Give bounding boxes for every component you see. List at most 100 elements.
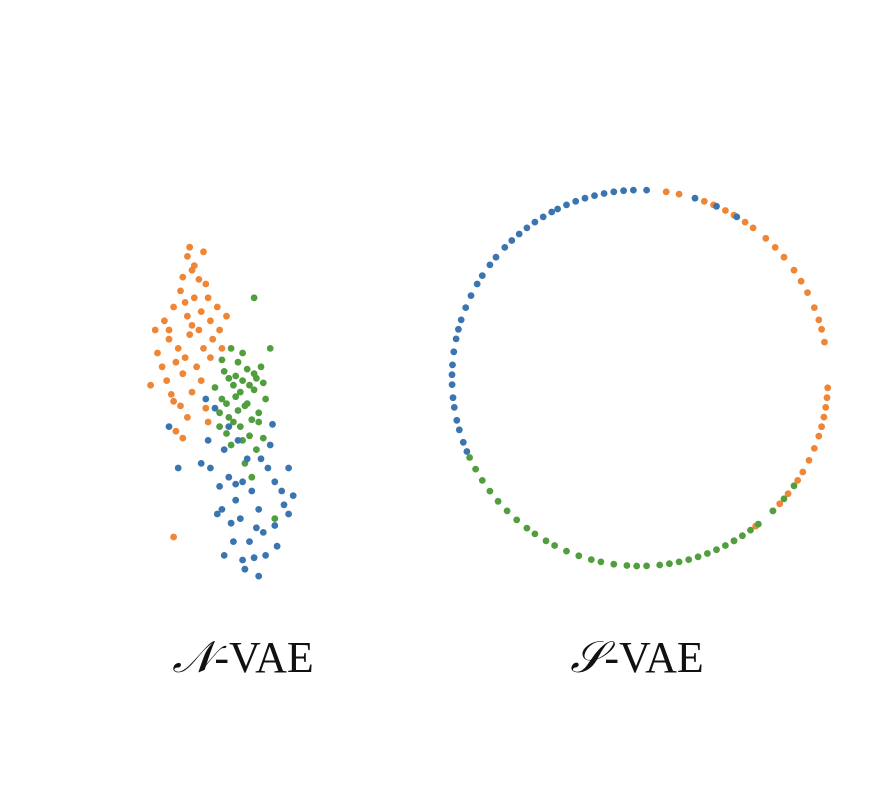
s-vae-point-blue: [515, 230, 523, 238]
n-vae-point-orange: [197, 377, 205, 384]
s-vae-point-orange: [662, 188, 670, 196]
n-vae-point-green: [239, 349, 247, 357]
s-vae-point-orange: [821, 338, 828, 346]
n-vae-point-green: [236, 388, 244, 396]
n-vae-point-orange: [170, 303, 178, 311]
s-vae-point-blue: [448, 371, 456, 379]
s-vae-point-blue: [478, 272, 486, 279]
s-vae-point-green: [722, 542, 729, 549]
n-vae-point-blue: [266, 441, 274, 449]
s-vae-point-green: [739, 532, 746, 540]
s-vae-point-blue: [554, 205, 561, 213]
s-vae-point-blue: [591, 192, 598, 200]
s-vae-point-blue: [572, 197, 580, 205]
s-vae-point-blue: [501, 244, 509, 251]
s-vae-point-orange: [824, 384, 832, 392]
s-vae-point-blue: [457, 316, 465, 324]
s-vae-point-orange: [805, 457, 813, 464]
s-vae-point-orange: [741, 218, 749, 226]
n-vae-point-blue: [239, 556, 247, 564]
s-vae-point-green: [597, 558, 605, 566]
s-vae-point-orange: [722, 207, 729, 214]
n-vae-point-orange: [200, 345, 207, 352]
n-vae-point-blue: [289, 492, 297, 499]
s-vae-point-blue: [630, 186, 637, 194]
n-vae-point-orange: [202, 280, 210, 288]
s-vae-point-green: [466, 454, 473, 461]
n-vae-point-blue: [197, 460, 205, 467]
s-vae-point-green: [666, 560, 673, 568]
n-vae-point-orange: [147, 381, 155, 389]
n-vae-point-green: [223, 430, 230, 437]
s-vae-point-blue: [486, 261, 494, 269]
n-vae-point-blue: [225, 473, 233, 481]
n-vae-point-orange: [179, 273, 187, 281]
n-vae-point-orange: [186, 331, 194, 338]
s-vae-point-green: [675, 558, 683, 566]
s-vae-point-green: [704, 550, 711, 557]
s-vae-point-green: [494, 497, 502, 505]
s-vae-point-green: [563, 547, 570, 555]
s-vae-point-green: [503, 507, 511, 515]
s-vae-point-blue: [455, 426, 463, 434]
n-vae-point-green: [243, 365, 251, 373]
s-vae-point-green: [575, 552, 583, 560]
s-vae-point-green: [587, 556, 595, 563]
s-vae-point-green: [523, 524, 531, 532]
n-vae-point-blue: [262, 552, 269, 559]
s-vae-point-green: [730, 537, 738, 545]
n-vae-point-blue: [259, 529, 267, 536]
s-vae-point-blue: [492, 253, 500, 261]
s-vae-point-orange: [799, 468, 807, 476]
n-vae-point-orange: [181, 299, 189, 306]
n-vae-point-green: [225, 374, 233, 382]
s-vae-point-orange: [810, 304, 818, 311]
n-vae-point-blue: [232, 496, 240, 504]
s-vae-suffix: -VAE: [604, 633, 703, 682]
n-vae-point-orange: [207, 354, 214, 361]
n-vae-point-orange: [172, 427, 180, 435]
s-vae-point-orange: [762, 234, 770, 242]
n-vae-point-blue: [213, 510, 221, 518]
n-vae-point-green: [218, 395, 226, 403]
n-vae-point-blue: [264, 464, 272, 472]
s-vae-point-green: [610, 560, 618, 568]
s-vae-point-blue: [643, 186, 650, 194]
n-vae-point-green: [232, 372, 240, 380]
n-vae-point-blue: [285, 464, 292, 472]
s-vae-point-orange: [794, 477, 802, 484]
n-vae-point-green: [230, 418, 237, 426]
n-vae-point-blue: [239, 478, 247, 486]
s-vae-point-orange: [822, 404, 830, 411]
s-vae-point-green: [747, 526, 754, 534]
s-vae-point-orange: [818, 423, 825, 431]
n-vae-point-blue: [207, 464, 214, 472]
n-vae-point-blue: [257, 455, 265, 463]
n-vae-point-orange: [167, 391, 175, 398]
n-vae-point-blue: [230, 538, 237, 545]
n-vae-point-blue: [246, 538, 253, 545]
s-vae-point-green: [713, 546, 720, 554]
n-vae-point-green: [255, 418, 263, 426]
s-vae-point-blue: [620, 187, 627, 195]
n-vae-point-blue: [174, 464, 182, 472]
s-vae-point-green: [780, 495, 788, 503]
n-vae-point-orange: [184, 312, 191, 320]
s-vae-point-green: [790, 482, 798, 490]
n-vae-point-orange: [188, 322, 196, 329]
s-vae-point-blue: [581, 194, 589, 202]
s-vae-point-green: [472, 465, 479, 473]
s-vae-caption: 𝒮-VAE: [570, 633, 703, 682]
n-vae-point-blue: [204, 437, 212, 444]
n-vae-point-orange: [207, 317, 214, 325]
n-vae-point-green: [227, 345, 235, 352]
n-vae-point-blue: [234, 437, 242, 444]
n-vae-point-green: [216, 409, 224, 417]
n-vae-scatter-plot: [147, 243, 297, 580]
s-vae-point-green: [478, 477, 486, 484]
s-vae-point-blue: [531, 218, 539, 226]
n-vae-point-blue: [165, 423, 173, 430]
s-vae-point-green: [685, 556, 693, 563]
n-vae-point-orange: [151, 326, 159, 334]
